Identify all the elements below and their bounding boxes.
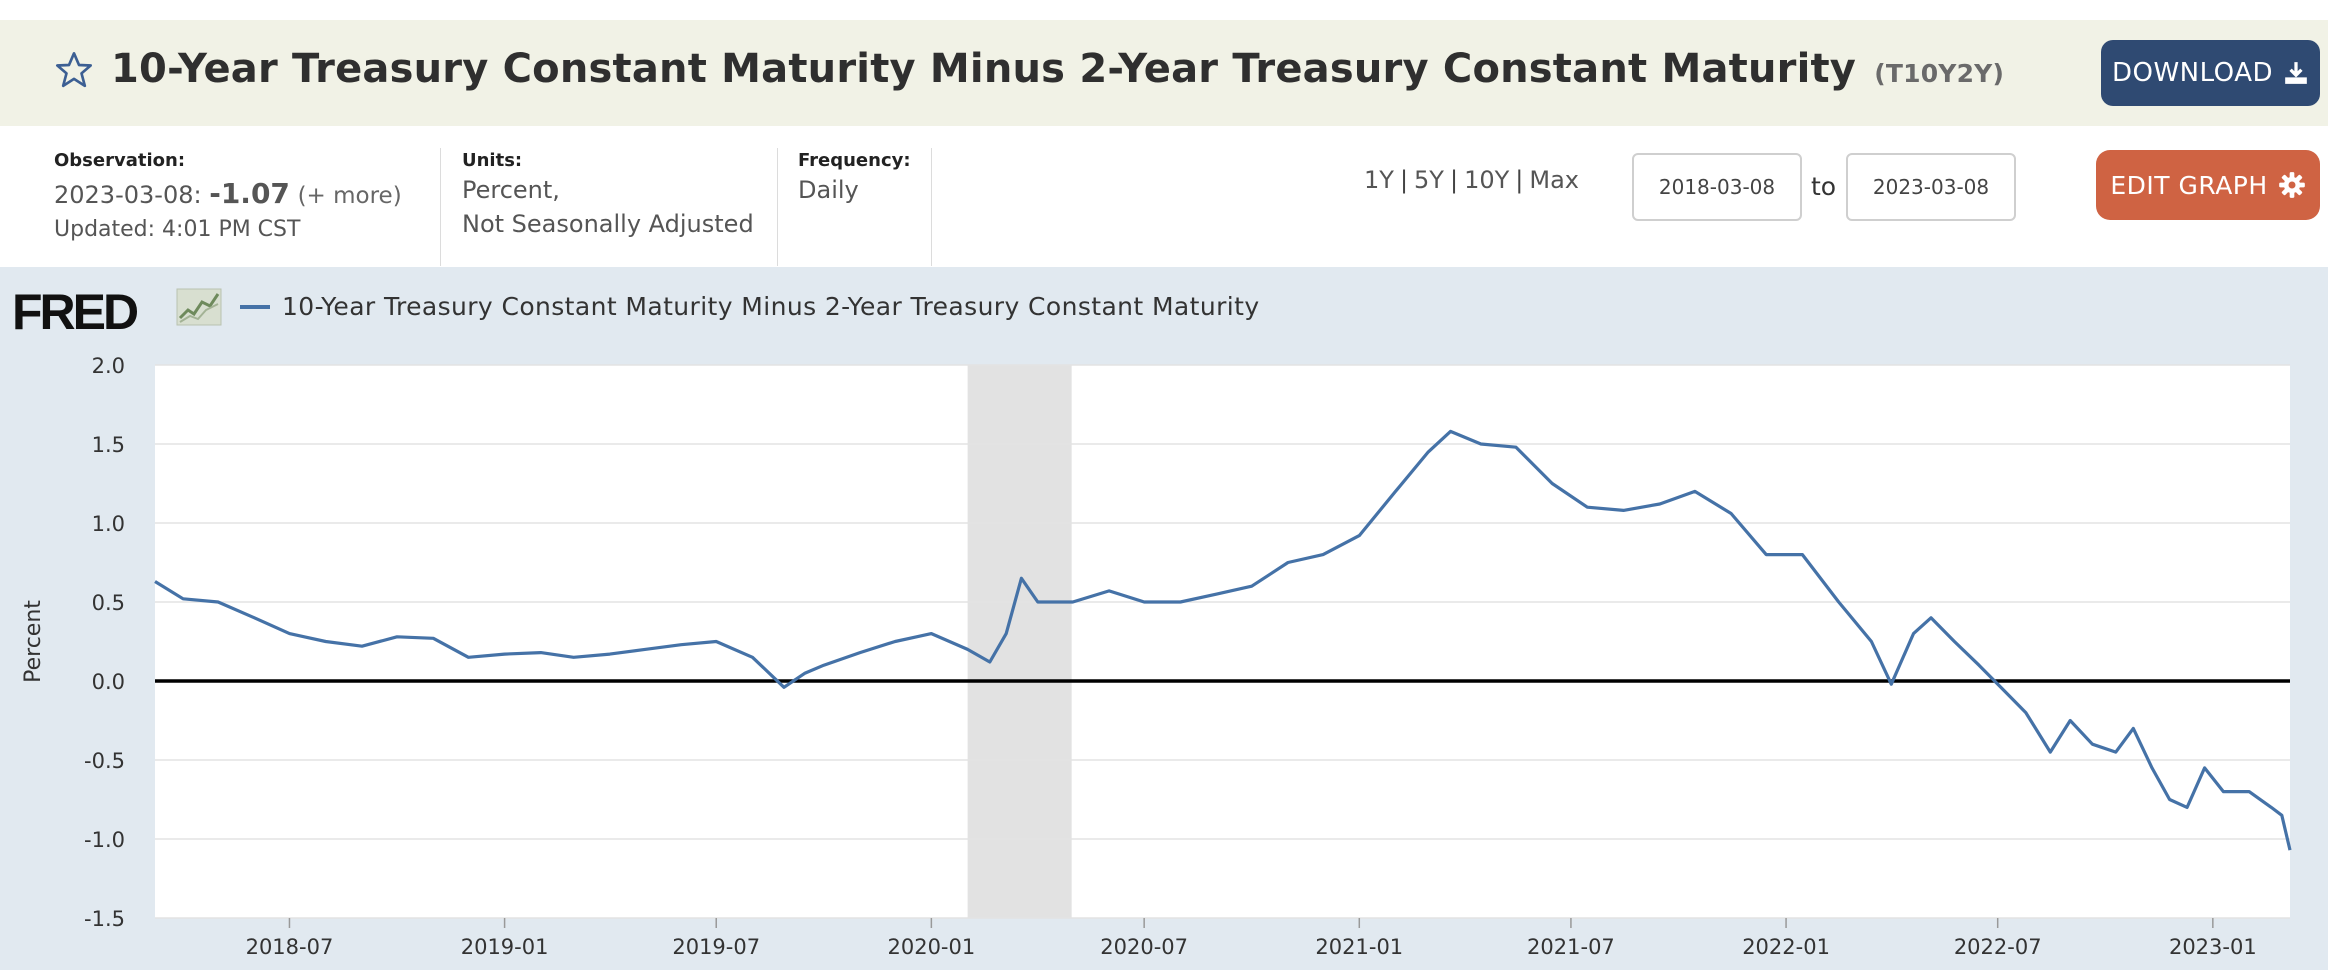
x-tick-label: 2020-01 [887, 935, 975, 959]
legend-label: 10-Year Treasury Constant Maturity Minus… [282, 292, 1260, 321]
meta-divider [777, 148, 778, 266]
y-tick-label: 1.0 [92, 512, 125, 536]
to-label: to [1811, 172, 1837, 201]
y-tick-label: -0.5 [84, 749, 125, 773]
page-title: 10-Year Treasury Constant Maturity Minus… [111, 46, 2004, 92]
star-icon[interactable] [54, 50, 94, 90]
y-tick-label: 2.0 [92, 354, 125, 378]
edit-graph-label: EDIT GRAPH [2110, 170, 2268, 200]
edit-graph-button[interactable]: EDIT GRAPH [2096, 150, 2320, 220]
end-date-input[interactable]: 2023-03-08 [1846, 153, 2016, 221]
y-tick-label: 0.5 [92, 591, 125, 615]
observation-block: Observation: 2023-03-08: -1.07 (+ more) … [54, 150, 434, 265]
range-10y[interactable]: 10Y [1464, 166, 1510, 194]
series-title: 10-Year Treasury Constant Maturity Minus… [111, 46, 1857, 92]
x-tick-label: 2022-01 [1742, 935, 1830, 959]
observation-date: 2023-03-08: [54, 181, 202, 209]
range-5y[interactable]: 5Y [1414, 166, 1444, 194]
fred-chart-icon [176, 288, 222, 326]
x-tick-label: 2021-07 [1527, 935, 1615, 959]
range-1y[interactable]: 1Y [1364, 166, 1394, 194]
meta-divider [931, 148, 932, 266]
start-date-input[interactable]: 2018-03-08 [1632, 153, 1802, 221]
title-bar [0, 20, 2328, 126]
observation-label: Observation: [54, 150, 186, 171]
frequency-label: Frequency: [798, 150, 911, 171]
frequency-value: Daily [798, 176, 859, 204]
range-selector: 1Y | 5Y | 10Y | Max [1364, 166, 1579, 194]
series-id: (T10Y2Y) [1874, 59, 2005, 88]
units-line2: Not Seasonally Adjusted [462, 210, 754, 238]
recession-shading [967, 365, 1072, 918]
x-tick-label: 2021-01 [1315, 935, 1403, 959]
observation-value: -1.07 [209, 177, 290, 210]
units-line1: Percent, [462, 176, 560, 204]
y-tick-label: 0.0 [92, 670, 125, 694]
fred-logo[interactable]: FRED [12, 284, 139, 340]
series-line [154, 429, 2292, 851]
y-tick-label: 1.5 [92, 433, 125, 457]
range-max[interactable]: Max [1529, 166, 1579, 194]
plot-background [155, 365, 2290, 918]
units-label: Units: [462, 150, 523, 171]
y-tick-label: -1.0 [84, 828, 125, 852]
download-label: DOWNLOAD [2111, 58, 2273, 88]
more-link[interactable]: (+ more) [297, 183, 402, 209]
x-tick-label: 2020-07 [1100, 935, 1188, 959]
y-axis-label: Percent [21, 600, 46, 683]
download-icon [2285, 62, 2307, 84]
x-tick-label: 2018-07 [246, 935, 334, 959]
y-tick-label: -1.5 [84, 907, 125, 931]
meta-divider [440, 148, 441, 266]
x-tick-label: 2019-07 [672, 935, 760, 959]
legend-swatch [240, 305, 270, 309]
x-tick-label: 2022-07 [1954, 935, 2042, 959]
gear-icon [2278, 172, 2305, 198]
x-tick-label: 2019-01 [461, 935, 549, 959]
units-block: Units: Percent, Not Seasonally Adjusted [462, 150, 782, 265]
x-tick-label: 2023-01 [2169, 935, 2257, 959]
updated-text: Updated: 4:01 PM CST [54, 217, 301, 242]
frequency-block: Frequency: Daily [798, 150, 928, 265]
download-button[interactable]: DOWNLOAD [2101, 40, 2320, 106]
